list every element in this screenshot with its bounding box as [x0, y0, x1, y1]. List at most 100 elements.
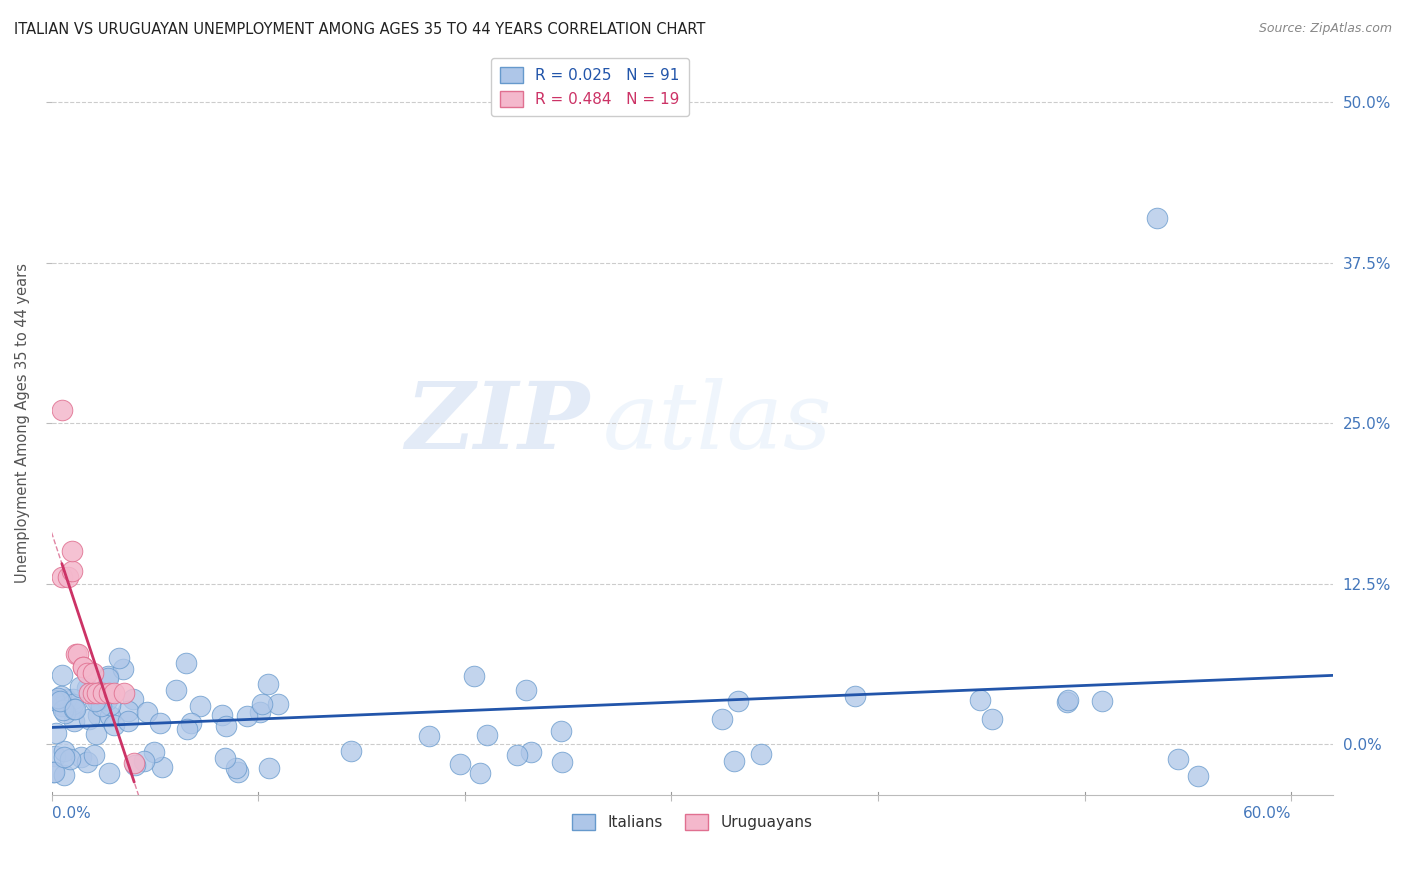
Point: [48, 693, 70, 707]
Point: [749, 747, 772, 762]
Point: [506, 748, 529, 763]
Point: [1091, 693, 1114, 707]
Point: [969, 693, 991, 707]
Point: [69, 750, 91, 764]
Point: [56, 570, 79, 584]
Point: [150, 759, 173, 773]
Point: [723, 754, 745, 768]
Point: [83, 748, 105, 763]
Point: [551, 755, 574, 769]
Point: [51, 570, 73, 584]
Point: [97, 669, 120, 683]
Point: [60, 544, 83, 558]
Point: [211, 708, 233, 723]
Point: [76, 666, 98, 681]
Point: [51, 668, 73, 682]
Text: atlas: atlas: [602, 378, 832, 468]
Point: [1146, 211, 1168, 225]
Point: [249, 705, 271, 719]
Point: [46, 690, 69, 705]
Point: [418, 730, 440, 744]
Point: [69, 680, 91, 694]
Point: [97, 672, 120, 686]
Point: [53, 750, 76, 764]
Point: [180, 716, 202, 731]
Point: [844, 690, 866, 704]
Point: [98, 708, 121, 723]
Point: [76, 681, 98, 695]
Point: [174, 657, 197, 671]
Point: [132, 754, 155, 768]
Point: [520, 745, 543, 759]
Point: [52, 768, 75, 782]
Point: [122, 756, 145, 771]
Point: [49, 689, 72, 703]
Point: [65, 647, 87, 661]
Point: [59, 752, 82, 766]
Point: [122, 691, 145, 706]
Point: [727, 694, 749, 708]
Point: [77, 686, 100, 700]
Point: [117, 704, 139, 718]
Point: [84, 694, 107, 708]
Y-axis label: Unemployment Among Ages 35 to 44 years: Unemployment Among Ages 35 to 44 years: [15, 263, 30, 583]
Text: 60.0%: 60.0%: [1243, 805, 1292, 821]
Point: [470, 766, 492, 780]
Point: [42, 765, 65, 780]
Point: [143, 745, 166, 759]
Point: [62, 692, 84, 706]
Point: [98, 686, 121, 700]
Legend: Italians, Uruguayans: Italians, Uruguayans: [565, 808, 818, 836]
Point: [135, 705, 157, 719]
Point: [215, 719, 238, 733]
Point: [63, 714, 86, 728]
Point: [45, 725, 67, 739]
Point: [63, 702, 86, 716]
Point: [60, 564, 83, 578]
Point: [108, 651, 131, 665]
Point: [97, 765, 120, 780]
Point: [51, 699, 73, 714]
Point: [44, 749, 66, 764]
Point: [52, 703, 75, 717]
Point: [1187, 769, 1209, 783]
Point: [475, 728, 498, 742]
Point: [117, 714, 139, 728]
Point: [72, 660, 94, 674]
Point: [90, 699, 112, 714]
Point: [1056, 695, 1078, 709]
Point: [103, 686, 125, 700]
Point: [76, 755, 98, 769]
Point: [44, 693, 66, 707]
Point: [112, 686, 135, 700]
Point: [82, 666, 104, 681]
Point: [463, 668, 485, 682]
Point: [449, 757, 471, 772]
Text: ITALIAN VS URUGUAYAN UNEMPLOYMENT AMONG AGES 35 TO 44 YEARS CORRELATION CHART: ITALIAN VS URUGUAYAN UNEMPLOYMENT AMONG …: [14, 22, 706, 37]
Point: [710, 712, 733, 726]
Point: [86, 686, 108, 700]
Point: [176, 723, 198, 737]
Point: [165, 682, 187, 697]
Point: [550, 723, 572, 738]
Point: [980, 712, 1002, 726]
Point: [257, 676, 280, 690]
Point: [226, 764, 249, 779]
Point: [340, 744, 363, 758]
Point: [149, 716, 172, 731]
Point: [42, 764, 65, 779]
Point: [63, 701, 86, 715]
Point: [72, 660, 94, 674]
Point: [67, 647, 90, 661]
Text: 0.0%: 0.0%: [52, 805, 90, 821]
Point: [111, 662, 134, 676]
Point: [236, 709, 259, 723]
Text: Source: ZipAtlas.com: Source: ZipAtlas.com: [1258, 22, 1392, 36]
Point: [77, 712, 100, 726]
Text: ZIP: ZIP: [405, 378, 589, 468]
Point: [1057, 693, 1080, 707]
Point: [55, 691, 77, 706]
Point: [214, 751, 236, 765]
Point: [1167, 752, 1189, 766]
Point: [188, 699, 211, 714]
